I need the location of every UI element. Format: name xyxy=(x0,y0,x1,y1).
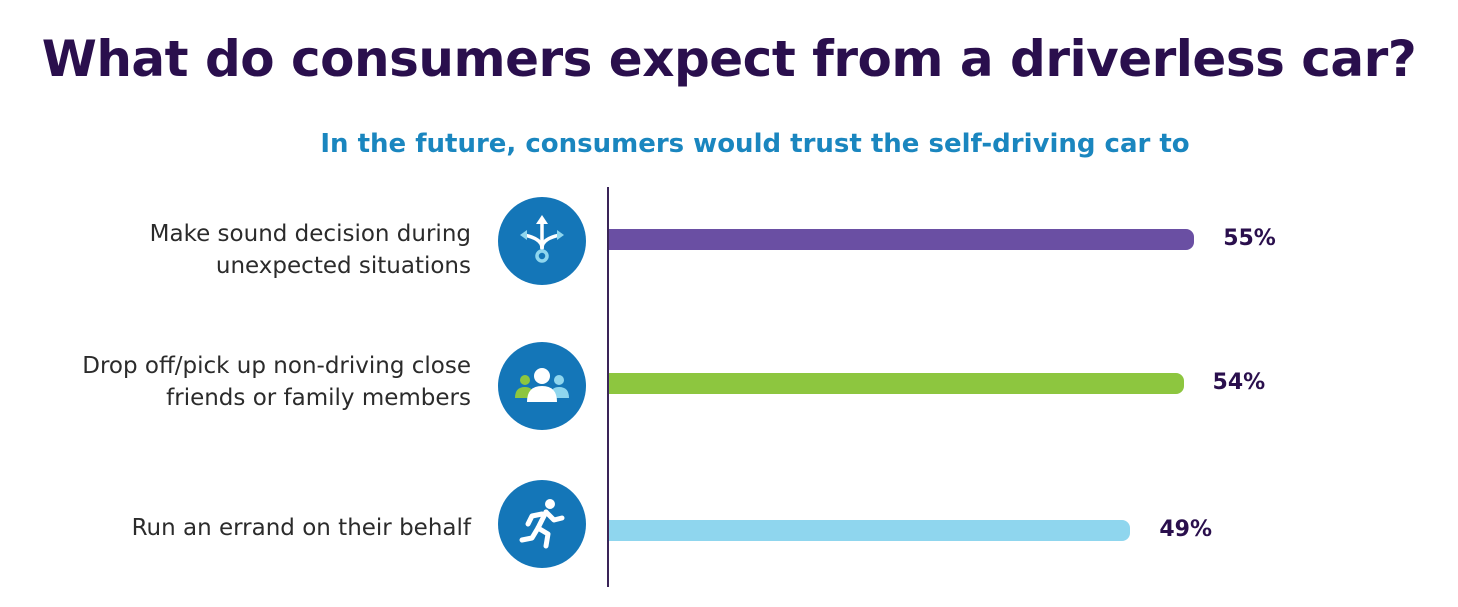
bar-2 xyxy=(609,373,1184,394)
chart-axis-line xyxy=(607,187,609,587)
people-group-icon xyxy=(498,342,586,430)
page-title: What do consumers expect from a driverle… xyxy=(41,30,1417,88)
category-label-1: Make sound decision during unexpected si… xyxy=(149,221,471,279)
decision-arrows-icon xyxy=(498,197,586,285)
bar-3 xyxy=(609,520,1131,541)
running-person-icon xyxy=(498,480,586,568)
bar-value-label-3: 49% xyxy=(1159,517,1213,542)
bar-value-label-2: 54% xyxy=(1212,370,1266,395)
bar-1 xyxy=(609,229,1195,250)
category-label-3: Run an errand on their behalf xyxy=(131,515,471,541)
chart-subtitle: In the future, consumers would trust the… xyxy=(320,129,1190,159)
category-label-2: Drop off/pick up non-driving close frien… xyxy=(82,353,471,411)
bar-value-label-1: 55% xyxy=(1223,226,1276,251)
